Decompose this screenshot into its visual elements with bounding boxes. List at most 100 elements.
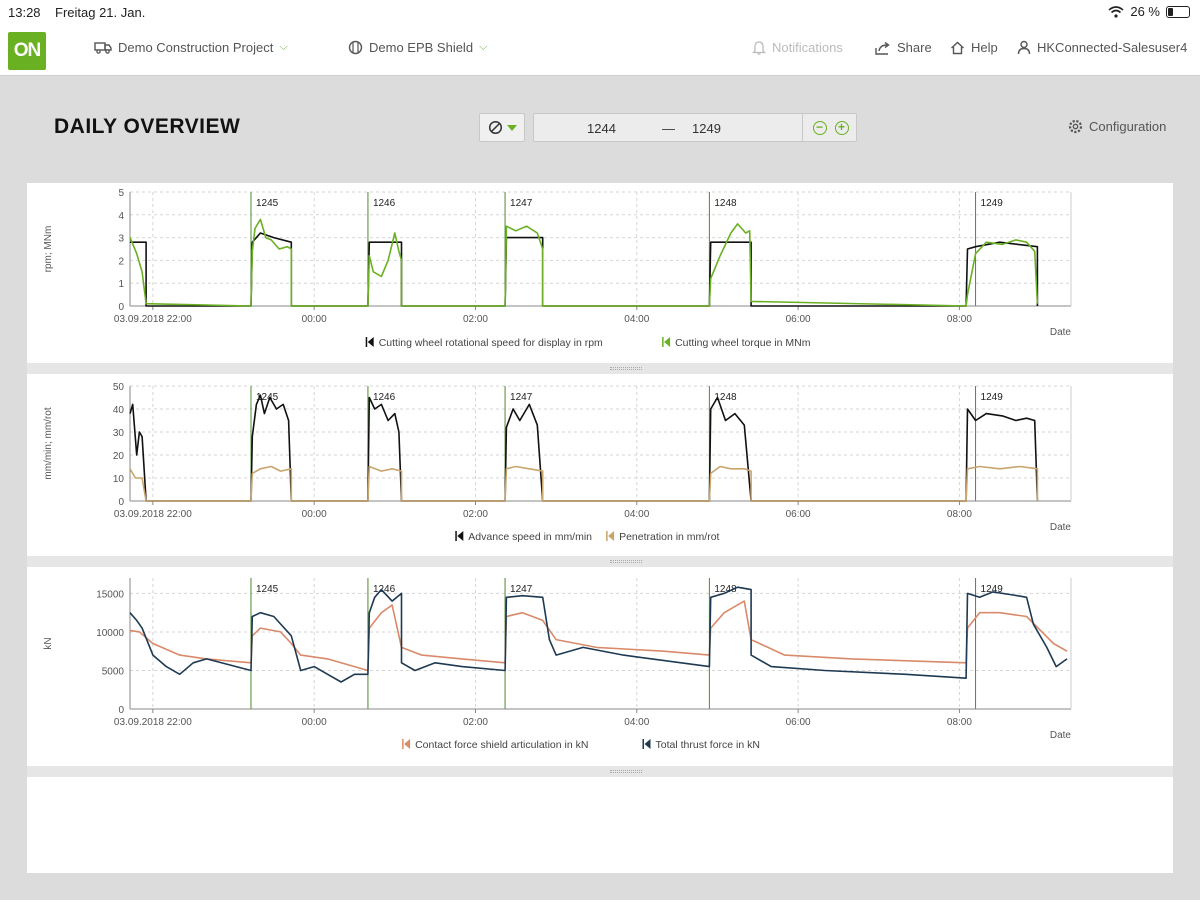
x-tick-label: 08:00	[947, 717, 972, 728]
y-tick-label: 2	[118, 256, 124, 267]
x-axis-label: Date	[1050, 327, 1072, 338]
configuration-label: Configuration	[1089, 119, 1167, 134]
truck-icon	[94, 42, 112, 54]
y-tick-label: 0	[118, 302, 124, 313]
y-tick-label: 10	[113, 474, 125, 485]
no-filter-icon	[488, 120, 502, 135]
series-line	[129, 465, 1039, 502]
legend: Cutting wheel rotational speed for displ…	[365, 337, 811, 349]
chart-panel-advance: 0 10 20 30 40 50 03.09.2018 22:00 00:00 02:00 04:…	[27, 374, 1173, 556]
user-menu[interactable]: HKConnected-Salesuser4	[1017, 40, 1187, 55]
legend-entry: Total thrust force in kN	[656, 739, 760, 751]
x-tick-label: 06:00	[786, 717, 811, 728]
cutting-wheel-chart: 0 1 2 3 4 5 03.09.2018 22:00 00:00 02:00 04:00 06:…	[43, 188, 1072, 349]
ring-label: 1245	[256, 392, 279, 403]
ring-mode-dropdown[interactable]	[479, 113, 525, 142]
y-axis-label: mm/min; mm/rot	[43, 407, 54, 479]
legend-marker-bar	[662, 337, 664, 347]
help-button[interactable]: Help	[950, 40, 998, 55]
legend-marker-bar	[455, 531, 457, 541]
legend-marker-bar	[606, 531, 608, 541]
legend-entry: Advance speed in mm/min	[468, 531, 592, 543]
machine-selector[interactable]: Demo EPB Shield ⌵	[348, 40, 487, 55]
legend-marker-bar	[642, 739, 644, 749]
y-tick-label: 40	[113, 405, 125, 416]
legend-entry: Cutting wheel rotational speed for displ…	[379, 337, 603, 349]
range-buttons: − +	[802, 114, 858, 141]
ring-label: 1246	[373, 584, 396, 595]
legend-marker	[404, 739, 411, 749]
chevron-down-icon: ⌵	[479, 41, 488, 53]
x-tick-label: 08:00	[947, 509, 972, 520]
bell-icon	[752, 41, 766, 55]
y-axis-label: rpm; MNm	[43, 226, 54, 273]
ring-label: 1249	[981, 198, 1004, 209]
ring-label: 1249	[981, 584, 1004, 595]
x-tick-label: 00:00	[302, 314, 327, 325]
x-axis-label: Date	[1050, 730, 1072, 741]
ring-label: 1246	[373, 198, 396, 209]
x-tick-label: 06:00	[786, 314, 811, 325]
y-tick-label: 5000	[102, 666, 125, 677]
x-tick-label: 03.09.2018 22:00	[114, 314, 192, 325]
ring-label: 1248	[714, 584, 737, 595]
y-tick-label: 50	[113, 382, 125, 393]
panel-resize-handle[interactable]	[27, 556, 1173, 567]
legend: Advance speed in mm/min Penetration in mm…	[455, 531, 720, 543]
status-time: 13:28	[8, 5, 41, 20]
notifications-button[interactable]: Notifications	[752, 40, 843, 55]
series-line	[129, 218, 1039, 307]
x-tick-label: 02:00	[463, 509, 488, 520]
range-from-input[interactable]: 1244	[587, 121, 616, 136]
project-selector[interactable]: Demo Construction Project ⌵	[94, 40, 288, 55]
ring-label: 1245	[256, 198, 279, 209]
minus-icon[interactable]: −	[812, 120, 827, 135]
x-tick-label: 00:00	[302, 717, 327, 728]
x-tick-label: 00:00	[302, 509, 327, 520]
y-tick-label: 30	[113, 428, 125, 439]
x-tick-label: 04:00	[624, 509, 649, 520]
page-title: DAILY OVERVIEW	[54, 115, 241, 138]
series-line	[129, 394, 1039, 502]
y-tick-label: 15000	[96, 589, 124, 600]
legend-marker	[664, 337, 671, 347]
battery-icon	[1166, 5, 1190, 18]
range-to-input[interactable]: 1249	[692, 121, 721, 136]
user-icon	[1017, 40, 1031, 55]
app-logo[interactable]: ON	[8, 32, 46, 70]
notifications-label: Notifications	[772, 40, 843, 55]
legend-marker	[644, 739, 651, 749]
machine-name: Demo EPB Shield	[369, 40, 474, 55]
status-right: 26 %	[1108, 4, 1190, 19]
ring-label: 1245	[256, 584, 279, 595]
ring-label: 1249	[981, 392, 1004, 403]
y-tick-label: 0	[118, 705, 124, 716]
y-tick-label: 0	[118, 497, 124, 508]
ring-label: 1246	[373, 392, 396, 403]
chevron-down-icon: ⌵	[279, 41, 288, 53]
gear-icon	[1068, 119, 1083, 134]
x-tick-label: 06:00	[786, 509, 811, 520]
y-tick-label: 3	[118, 234, 124, 245]
panel-resize-handle[interactable]	[27, 363, 1173, 374]
x-tick-label: 08:00	[947, 314, 972, 325]
x-tick-label: 02:00	[463, 717, 488, 728]
share-label: Share	[897, 40, 932, 55]
legend-marker-bar	[402, 739, 404, 749]
caret-down-icon	[506, 124, 517, 131]
range-separator: —	[662, 121, 675, 136]
plus-icon[interactable]: +	[834, 120, 849, 135]
advance-speed-chart: 0 10 20 30 40 50 03.09.2018 22:00 00:00 02:00 04:…	[43, 382, 1072, 543]
chart-panel-forces: 0 5000 10000 15000 03.09.2018 22:00 00:00 02:0…	[27, 567, 1173, 766]
share-button[interactable]: Share	[875, 40, 932, 55]
status-bar: 13:28 Freitag 21. Jan. 26 %	[0, 0, 1200, 24]
legend-entry: Penetration in mm/rot	[619, 531, 719, 543]
series-line	[130, 232, 1039, 307]
y-tick-label: 5	[118, 188, 124, 199]
configuration-button[interactable]: Configuration	[1068, 119, 1166, 134]
y-tick-label: 10000	[96, 628, 124, 639]
x-tick-label: 03.09.2018 22:00	[114, 509, 192, 520]
x-axis-label: Date	[1050, 522, 1072, 533]
series-line	[129, 586, 1068, 683]
panel-resize-handle[interactable]	[27, 766, 1173, 777]
